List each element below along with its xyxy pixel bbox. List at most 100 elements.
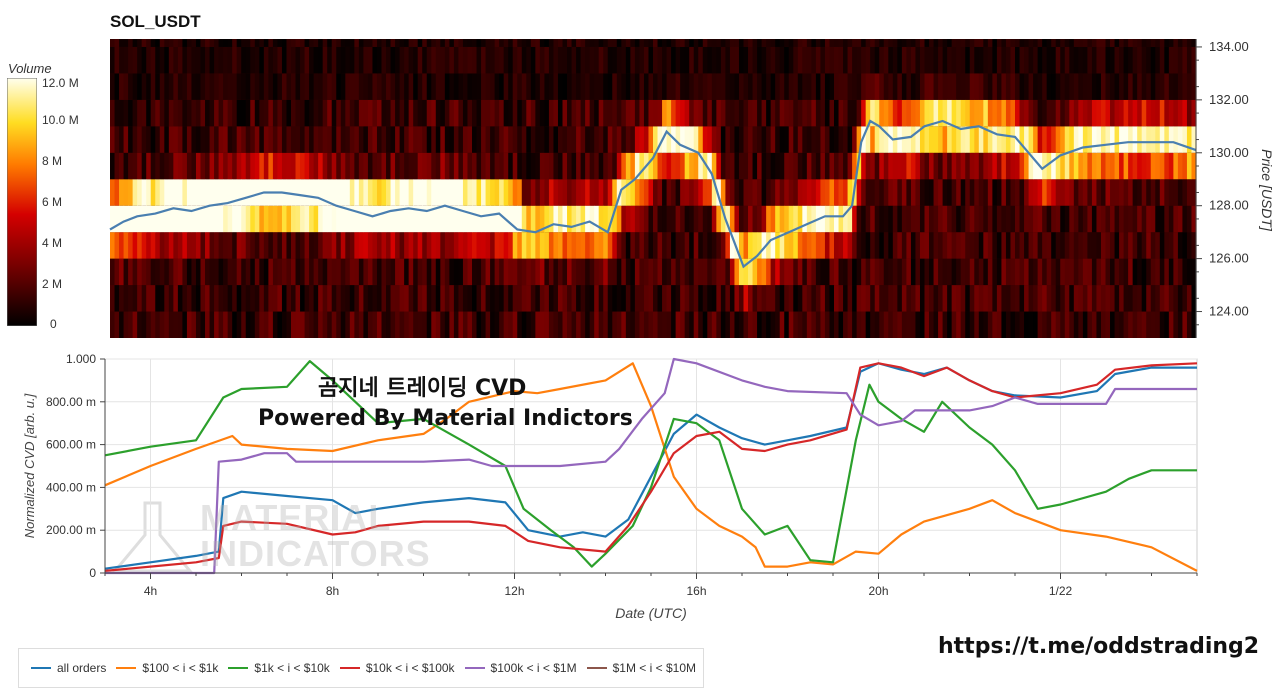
- heatmap-cell: [992, 73, 998, 100]
- heatmap-cell: [453, 99, 460, 127]
- heatmap-cell: [675, 232, 681, 259]
- heatmap-cell: [245, 179, 251, 206]
- heatmap-cell: [150, 232, 156, 259]
- heatmap-cell: [440, 285, 446, 312]
- heatmap-cell: [648, 311, 654, 338]
- heatmap-cell: [603, 39, 609, 47]
- legend-item[interactable]: $10k < i < $100k: [339, 661, 455, 675]
- heatmap-cell: [621, 73, 627, 100]
- heatmap-cell: [929, 232, 935, 259]
- heatmap-cell: [1019, 99, 1025, 127]
- heatmap-cell: [720, 99, 726, 127]
- heatmap-cell: [259, 285, 265, 312]
- heatmap-cell: [707, 205, 713, 233]
- legend-item[interactable]: $1M < i < $10M: [586, 661, 696, 675]
- heatmap-cell: [729, 285, 736, 312]
- heatmap-cell: [662, 285, 668, 312]
- heatmap-cell: [978, 179, 984, 206]
- heatmap-cell: [358, 179, 364, 206]
- heatmap-cell: [684, 232, 690, 259]
- heatmap-cell: [802, 285, 808, 312]
- heatmap-cell: [897, 39, 903, 47]
- heatmap-cell: [1182, 99, 1188, 127]
- heatmap-cell: [580, 46, 586, 74]
- heatmap-cell: [336, 73, 342, 100]
- heatmap-cell: [390, 205, 396, 233]
- legend-item[interactable]: all orders: [31, 661, 106, 675]
- heatmap-cell: [503, 152, 509, 180]
- heatmap-cell: [906, 152, 912, 180]
- heatmap-cell: [132, 99, 138, 127]
- heatmap-cell: [526, 126, 532, 153]
- heatmap-cell: [924, 258, 930, 286]
- heatmap-cell: [191, 152, 197, 180]
- heatmap-cell: [996, 73, 1003, 100]
- heatmap-cell: [1159, 232, 1165, 259]
- heatmap-cell: [806, 232, 812, 259]
- heatmap-cell: [598, 285, 604, 312]
- heatmap-cell: [195, 205, 202, 233]
- heatmap-cell: [404, 285, 410, 312]
- heatmap-cell: [806, 258, 812, 286]
- heatmap-cell: [965, 311, 971, 338]
- heatmap-cell: [666, 126, 672, 153]
- heatmap-cell: [1069, 126, 1075, 153]
- heatmap-cell: [390, 179, 396, 206]
- heatmap-cell: [698, 39, 704, 47]
- heatmap-cell: [662, 73, 668, 100]
- heatmap-cell: [137, 39, 143, 47]
- heatmap-cell: [757, 258, 763, 286]
- heatmap-cell: [1128, 285, 1134, 312]
- legend-item[interactable]: $100 < i < $1k: [116, 661, 218, 675]
- heatmap-cell: [748, 99, 754, 127]
- heatmap-cell: [318, 311, 324, 338]
- heatmap-cell: [901, 73, 907, 100]
- legend-item[interactable]: $100k < i < $1M: [464, 661, 577, 675]
- heatmap-cell: [281, 311, 288, 338]
- heatmap-cell: [1186, 179, 1193, 206]
- heatmap-cell: [852, 152, 858, 180]
- heatmap-cell: [770, 46, 776, 74]
- heatmap-cell: [191, 311, 197, 338]
- heatmap-cell: [494, 285, 500, 312]
- heatmap-cell: [512, 285, 518, 312]
- heatmap-cell: [616, 232, 622, 259]
- heatmap-cell: [693, 46, 699, 74]
- heatmap-cell: [580, 152, 586, 180]
- heatmap-cell: [376, 179, 383, 206]
- heatmap-cell: [422, 73, 428, 100]
- heatmap-cell: [1141, 152, 1147, 180]
- heatmap-cell: [1005, 285, 1012, 312]
- heatmap-cell: [164, 285, 170, 312]
- heatmap-cell: [720, 232, 726, 259]
- heatmap-cell: [141, 232, 147, 259]
- heatmap-cell: [1191, 258, 1197, 286]
- heatmap-cell: [775, 285, 781, 312]
- heatmap-cell: [354, 39, 360, 47]
- heatmap-cell: [481, 152, 487, 180]
- heatmap-cell: [485, 126, 491, 153]
- heatmap-cell: [1141, 258, 1147, 286]
- heatmap-cell: [834, 311, 840, 338]
- heatmap-cell: [367, 179, 374, 206]
- heatmap-cell: [449, 126, 455, 153]
- heatmap-cell: [390, 126, 396, 153]
- heatmap-cell: [404, 179, 410, 206]
- heatmap-cell: [630, 232, 636, 259]
- heatmap-cell: [729, 73, 736, 100]
- legend-item[interactable]: $1k < i < $10k: [228, 661, 330, 675]
- heatmap-cell: [811, 285, 817, 312]
- heatmap-cell: [634, 232, 641, 259]
- heatmap-cell: [965, 179, 971, 206]
- heatmap-cell: [1168, 285, 1174, 312]
- heatmap-cell: [404, 39, 410, 47]
- heatmap-cell: [322, 99, 328, 127]
- heatmap-cell: [150, 285, 156, 312]
- heatmap-cell: [508, 232, 514, 259]
- heatmap-cell: [200, 39, 206, 47]
- telegram-link[interactable]: https://t.me/oddstrading2: [938, 634, 1260, 659]
- heatmap-cell: [381, 232, 387, 259]
- heatmap-cell: [856, 258, 862, 286]
- heatmap-cell: [200, 126, 206, 153]
- heatmap-cell: [630, 179, 636, 206]
